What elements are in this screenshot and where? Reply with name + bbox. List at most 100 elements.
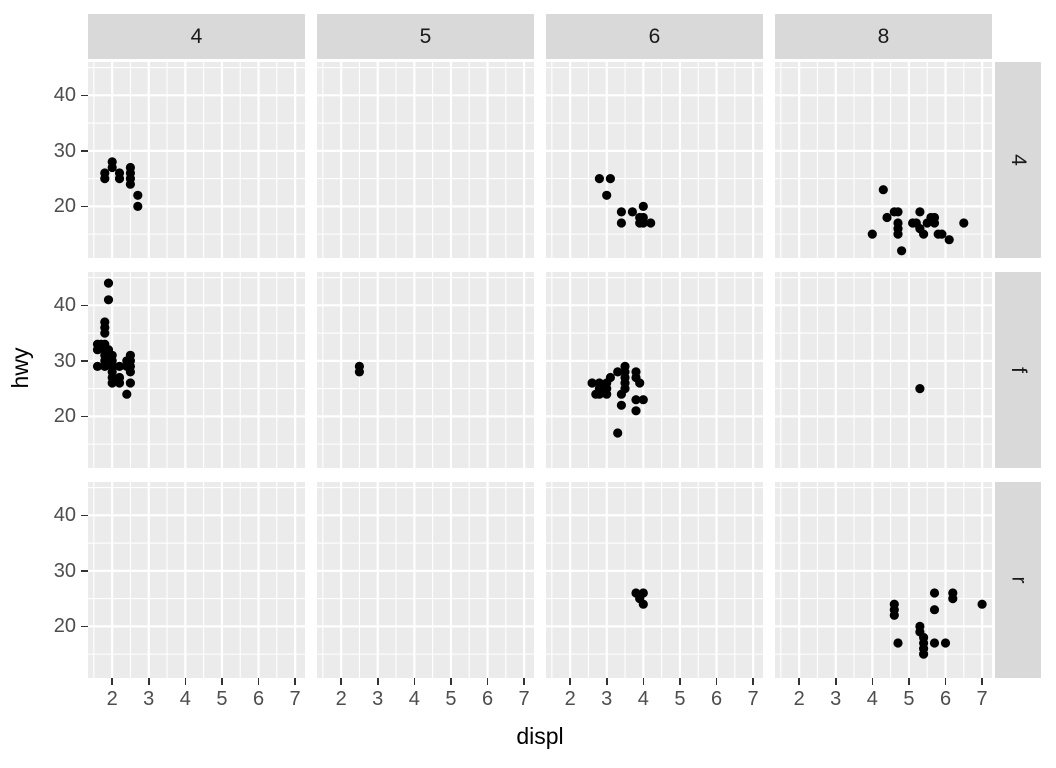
x-tick-mark [377, 678, 379, 685]
panel-drv-r-cyl-5 [317, 482, 534, 678]
x-tick-mark [569, 678, 571, 685]
x-tick-mark [257, 678, 260, 685]
facet-column-strip: 4 [88, 14, 305, 59]
panel-canvas [546, 62, 763, 258]
data-point [92, 361, 103, 371]
x-tick-mark [715, 678, 718, 685]
x-axis-title: displ [516, 723, 564, 749]
data-point [594, 389, 604, 399]
facet-column-strip: 6 [546, 14, 763, 59]
data-point [107, 162, 117, 173]
y-tick-mark [81, 625, 88, 628]
data-point [100, 361, 110, 371]
y-tick-mark [81, 150, 88, 152]
facet-row-label: f [1007, 367, 1030, 373]
y-tick-label: 30 [53, 349, 76, 372]
data-point [133, 190, 143, 200]
panel-drv-f-cyl-6 [546, 272, 763, 468]
data-point [354, 367, 364, 377]
y-tick-label: 40 [53, 504, 76, 527]
x-tick-label: 2 [793, 688, 805, 710]
data-point [944, 235, 954, 245]
data-point [100, 328, 110, 338]
data-point [893, 638, 903, 648]
data-point [646, 218, 656, 228]
panel-drv-4-cyl-6 [546, 62, 763, 258]
x-tick-mark [486, 678, 489, 685]
x-tick-label: 2 [335, 688, 347, 710]
data-point [638, 599, 648, 609]
x-tick-label: 3 [372, 688, 384, 710]
data-point [605, 174, 615, 184]
data-point [125, 179, 135, 189]
data-point [929, 588, 940, 598]
panel-canvas [775, 482, 992, 678]
facet-column-label: 8 [877, 24, 890, 48]
data-point [893, 207, 903, 217]
panel-canvas [775, 272, 992, 468]
data-point [602, 389, 612, 399]
x-tick-label: 7 [289, 688, 301, 710]
x-tick-label: 6 [939, 688, 952, 710]
facet-row-strip: 4 [995, 62, 1041, 258]
facet-row-strip: r [995, 482, 1041, 678]
data-point [893, 229, 903, 239]
facet-row-strip: f [995, 272, 1041, 468]
y-tick-label: 30 [53, 559, 76, 582]
x-tick-label: 6 [252, 688, 265, 710]
x-tick-label: 3 [830, 688, 842, 710]
data-point [948, 594, 958, 604]
y-tick-mark [81, 570, 88, 572]
x-tick-label: 4 [637, 688, 649, 710]
facet-row-label: r [1007, 576, 1030, 584]
data-point [613, 428, 623, 438]
data-point [940, 638, 951, 648]
data-point [616, 207, 626, 217]
data-point [878, 185, 888, 195]
data-point [114, 361, 125, 371]
y-tick-mark [81, 94, 88, 97]
x-tick-mark [679, 678, 681, 685]
data-point [602, 190, 612, 200]
y-tick-label: 20 [53, 405, 76, 428]
data-point [638, 218, 648, 228]
panel-drv-4-cyl-8 [775, 62, 992, 258]
facet-column-strip: 8 [775, 14, 992, 59]
data-point [125, 367, 135, 377]
data-point [594, 174, 604, 184]
x-tick-mark [450, 678, 452, 685]
panel-drv-4-cyl-4 [88, 62, 305, 258]
x-tick-mark [148, 678, 150, 685]
x-tick-label: 3 [143, 688, 155, 710]
panel-canvas [317, 272, 534, 468]
y-tick-label: 40 [53, 294, 76, 317]
data-point [107, 378, 117, 388]
x-tick-label: 4 [866, 688, 878, 710]
data-point [929, 218, 940, 228]
x-tick-mark [981, 678, 983, 685]
panel-canvas [317, 482, 534, 678]
data-point [929, 638, 940, 648]
panel-drv-4-cyl-5 [317, 62, 534, 258]
x-tick-mark [642, 678, 645, 685]
data-point [613, 367, 623, 377]
data-point [919, 649, 929, 659]
data-point [92, 345, 103, 355]
panel-drv-r-cyl-4 [88, 482, 305, 678]
data-point [631, 406, 641, 416]
data-point [915, 384, 925, 394]
panel-drv-r-cyl-6 [546, 482, 763, 678]
data-point [919, 229, 929, 239]
facet-column-label: 6 [648, 24, 661, 48]
data-point [897, 246, 907, 256]
x-tick-label: 5 [674, 688, 686, 710]
data-point [616, 389, 626, 399]
panel-drv-f-cyl-4 [88, 272, 305, 468]
data-point [627, 207, 637, 217]
data-point [977, 599, 987, 609]
data-point [133, 201, 143, 211]
panel-canvas [775, 62, 992, 258]
x-tick-mark [340, 678, 342, 685]
data-point [125, 378, 135, 388]
